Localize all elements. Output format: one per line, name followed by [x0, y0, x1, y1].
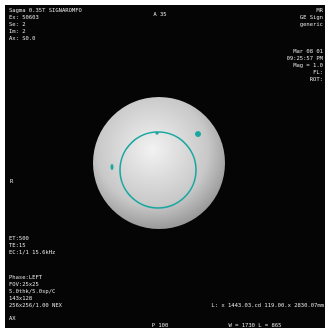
overlay-text: FL:	[313, 70, 323, 76]
window-level: W = 1730 L = 865	[229, 323, 282, 329]
overlay-text: TE:15	[9, 243, 26, 249]
overlay-text: ROT:	[310, 77, 323, 83]
overlay-text: Ex: 50603	[9, 15, 39, 21]
overlay-text: MR	[316, 8, 323, 14]
roi-handle[interactable]	[195, 131, 201, 137]
overlay-text: FOV:25x25	[9, 282, 39, 288]
overlay-text: GE Sign	[300, 15, 323, 21]
overlay-text: 09:25:57 PM	[287, 56, 324, 62]
overlay-text: 143x128	[9, 296, 32, 302]
phantom	[93, 97, 225, 229]
overlay-text: EC:1/1 15.6kHz	[9, 250, 55, 256]
overlay-text: Sagma 0.35T SIGNAROMFO	[9, 8, 82, 14]
overlay-text: AX	[9, 316, 16, 322]
overlay-text: ET:500	[9, 236, 29, 242]
overlay-text: Mar 08 01	[293, 49, 323, 55]
overlay-text: generic	[300, 22, 323, 28]
roi-handle[interactable]	[110, 164, 114, 170]
overlay-text: Ax: S0.0	[9, 36, 36, 42]
roi-handle[interactable]	[155, 131, 159, 135]
overlay-text: 5.0thk/5.0sp/C	[9, 289, 55, 295]
overlay-text: Phase:LEFT	[9, 275, 43, 281]
position-label: P 100	[152, 323, 169, 329]
orientation-label: R	[10, 179, 14, 185]
orientation-label: A 35	[153, 12, 166, 18]
overlay-text: Mag = 1.0	[293, 63, 323, 69]
measurement: L: x 1443.03.cd 119.00.x 2830.07mm	[211, 303, 324, 309]
overlay-text: Im: 2	[9, 29, 26, 35]
overlay-text: 256x256/1.00 NEX	[9, 303, 63, 309]
overlay-text: Se: 2	[9, 22, 26, 28]
